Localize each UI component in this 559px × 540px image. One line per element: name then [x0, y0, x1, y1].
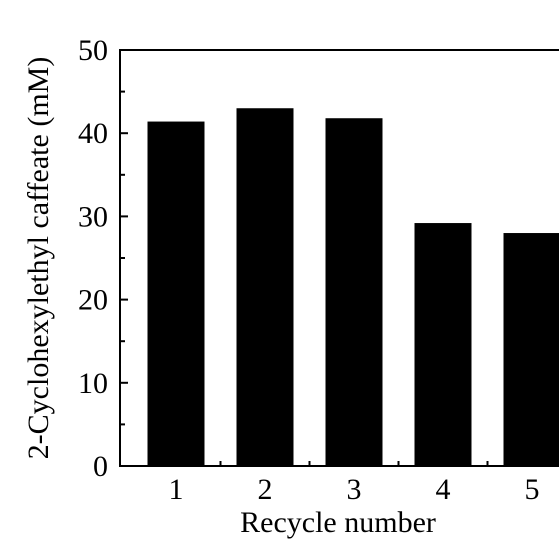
- x-ticks-group: 1 2 3 4 5: [169, 458, 540, 506]
- x-tick-label: 3: [347, 473, 362, 506]
- bar-3: [325, 118, 383, 466]
- y-tick-label: 10: [78, 367, 108, 400]
- y-tick-label: 40: [78, 117, 108, 150]
- y-ticks-group: 0 10 20 30 40 50: [78, 34, 128, 483]
- x-tick-label: 5: [525, 473, 540, 506]
- x-tick-label: 2: [258, 473, 273, 506]
- x-tick-label: 4: [436, 473, 451, 506]
- x-tick-label: 1: [169, 473, 184, 506]
- y-tick-label: 0: [93, 450, 108, 483]
- bars-group: [147, 108, 559, 467]
- y-tick-label: 20: [78, 284, 108, 317]
- bar-2: [236, 108, 294, 467]
- y-tick-label: 30: [78, 200, 108, 233]
- bar-5: [503, 233, 559, 466]
- y-tick-label: 50: [78, 34, 108, 67]
- y-axis-title: 2-Cyclohexylethyl caffeate (mM): [22, 57, 55, 460]
- x-axis-title: Recycle number: [240, 506, 436, 539]
- bar-4: [414, 223, 472, 466]
- bar-1: [147, 121, 205, 466]
